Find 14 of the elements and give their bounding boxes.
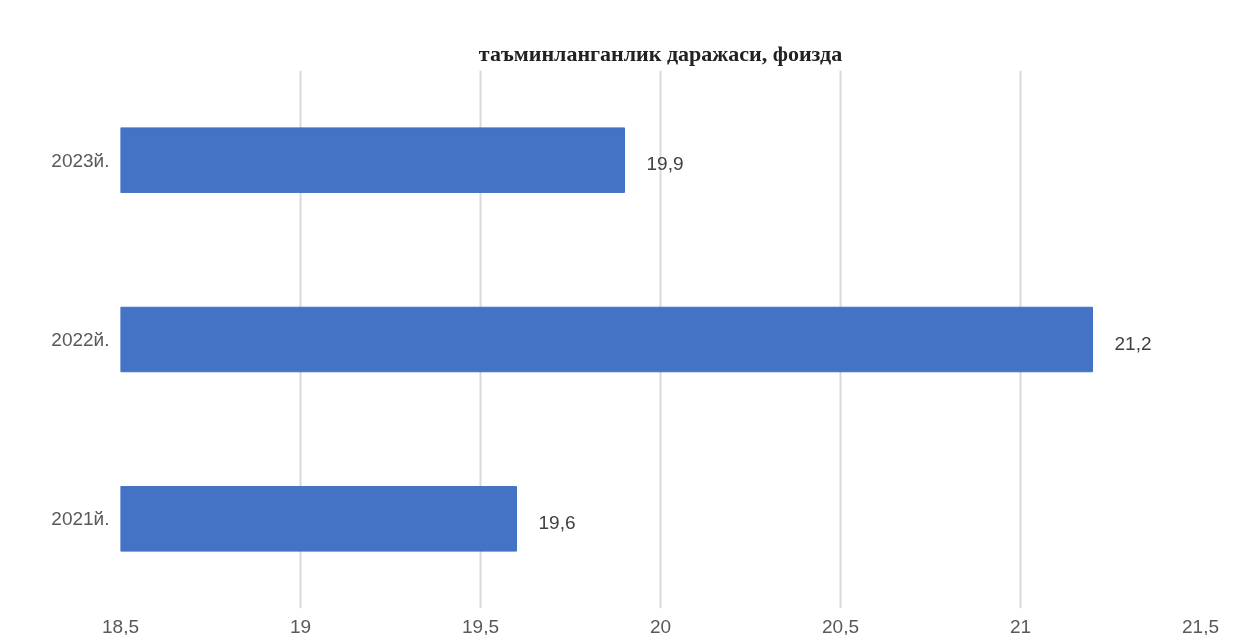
x-tick-label: 19	[289, 615, 312, 637]
y-tick-label: 2023й.	[51, 149, 110, 171]
chart-title: таъминланганлик даражаси, фоизда	[478, 40, 843, 66]
y-tick-label: 2022й.	[51, 329, 110, 350]
x-tick-label: 19,5	[462, 615, 499, 637]
data-label: 19,6	[538, 511, 576, 533]
y-tick-label: 2021й.	[51, 508, 110, 530]
x-tick-label: 21	[1009, 615, 1032, 637]
x-tick-label: 18,5	[102, 615, 139, 637]
x-tick-label: 21,5	[1182, 615, 1219, 637]
data-label: 19,9	[646, 153, 684, 175]
data-label: 21,2	[1114, 332, 1152, 354]
x-tick-label: 20	[649, 615, 672, 637]
x-tick-label: 20,5	[822, 615, 859, 637]
